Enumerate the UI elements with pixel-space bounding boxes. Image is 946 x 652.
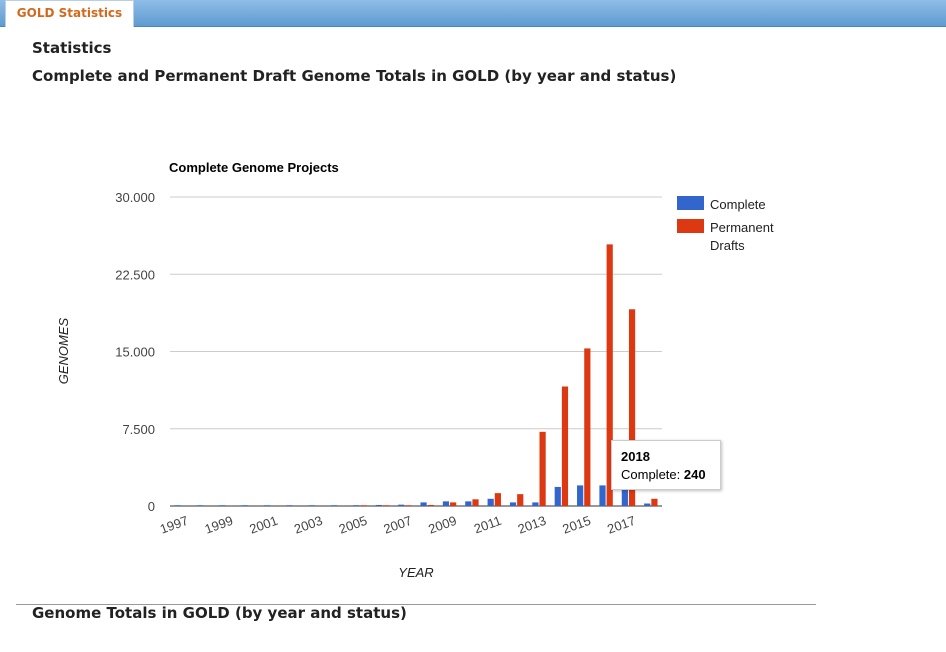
bar-complete-2016[interactable]: [599, 485, 606, 506]
bar-complete-2017[interactable]: [621, 486, 628, 506]
tab-bar: GOLD Statistics: [0, 0, 946, 27]
x-tick-label: 2011: [472, 513, 503, 537]
x-tick-label: 2017: [605, 513, 637, 537]
bar-permanent-drafts-2009[interactable]: [450, 502, 457, 506]
bar-complete-2000[interactable]: [241, 505, 248, 506]
chart-tooltip: 2018 Complete: 240: [611, 440, 721, 490]
legend-label-permanent-drafts: Permanent Drafts: [710, 220, 774, 253]
bar-permanent-drafts-2013[interactable]: [539, 431, 546, 506]
bar-permanent-drafts-2011[interactable]: [494, 493, 501, 506]
bar-complete-2003[interactable]: [308, 505, 315, 506]
tab-gold-statistics[interactable]: GOLD Statistics: [5, 0, 134, 27]
bar-permanent-drafts-2005[interactable]: [360, 505, 367, 506]
tooltip-year: 2018: [621, 449, 650, 464]
section-divider: [16, 604, 816, 605]
bar-permanent-drafts-2010[interactable]: [472, 499, 479, 506]
y-axis-label: GENOMES: [56, 317, 71, 384]
bar-permanent-drafts-2007[interactable]: [405, 505, 412, 506]
bar-permanent-drafts-2016[interactable]: [606, 244, 613, 506]
x-tick-label: 1999: [203, 513, 235, 537]
x-tick-label: 2013: [516, 513, 548, 537]
legend-swatch-complete: [677, 196, 704, 210]
page-heading: Statistics: [32, 39, 112, 57]
x-tick-label: 2009: [426, 513, 458, 537]
bar-complete-2012[interactable]: [509, 502, 517, 506]
x-axis-label: YEAR: [398, 565, 433, 580]
bar-complete-2015[interactable]: [577, 485, 584, 506]
totals-section-heading: Genome Totals in GOLD (by year and statu…: [32, 604, 407, 622]
chart-title: Complete Genome Projects: [169, 160, 339, 175]
bar-permanent-drafts-2018[interactable]: [651, 498, 658, 506]
bar-complete-2004[interactable]: [331, 505, 338, 506]
bar-complete-2006[interactable]: [375, 504, 382, 506]
x-tick-label: 2007: [382, 513, 414, 537]
bar-permanent-drafts-2012[interactable]: [517, 494, 524, 506]
tooltip-label: Complete:: [621, 467, 681, 482]
bar-permanent-drafts-2017[interactable]: [628, 309, 636, 506]
legend-swatch-permanent-drafts: [677, 219, 704, 233]
x-tick-label: 2001: [247, 513, 279, 537]
bar-complete-1997[interactable]: [174, 505, 181, 506]
tooltip-value: 240: [683, 467, 706, 482]
bar-permanent-drafts-2015[interactable]: [584, 348, 591, 506]
y-tick-label: 0: [148, 499, 155, 514]
bar-complete-2011[interactable]: [487, 498, 494, 506]
bar-complete-2013[interactable]: [532, 502, 539, 506]
bar-permanent-drafts-2014[interactable]: [561, 386, 569, 506]
bar-complete-2001[interactable]: [263, 505, 271, 506]
bar-permanent-drafts-2006[interactable]: [382, 505, 390, 506]
legend-label-complete: Complete: [710, 197, 766, 212]
chart-section-heading: Complete and Permanent Draft Genome Tota…: [32, 67, 677, 85]
y-tick-label: 15.000: [115, 345, 155, 360]
x-tick-label: 2005: [337, 513, 369, 537]
x-tick-label: 1997: [158, 513, 190, 537]
bar-complete-2002[interactable]: [286, 505, 293, 506]
bar-complete-2005[interactable]: [353, 505, 360, 506]
chart-panel: [15, 97, 815, 602]
bar-complete-2010[interactable]: [465, 501, 472, 506]
y-tick-label: 7.500: [122, 422, 155, 437]
bar-complete-2008[interactable]: [420, 502, 427, 506]
y-tick-label: 30.000: [115, 190, 155, 205]
bar-complete-2007[interactable]: [398, 504, 405, 506]
bar-complete-1998[interactable]: [196, 505, 204, 506]
bar-complete-2009[interactable]: [442, 501, 450, 506]
bar-complete-2014[interactable]: [554, 486, 561, 506]
x-tick-label: 2015: [560, 513, 592, 537]
bar-permanent-drafts-2008[interactable]: [427, 504, 434, 506]
bar-complete-1999[interactable]: [219, 505, 226, 506]
chart-legend: Complete Permanent Drafts: [677, 196, 774, 253]
y-tick-label: 22.500: [115, 267, 155, 282]
bar-complete-2018[interactable]: [644, 503, 651, 506]
x-tick-label: 2003: [292, 513, 324, 537]
